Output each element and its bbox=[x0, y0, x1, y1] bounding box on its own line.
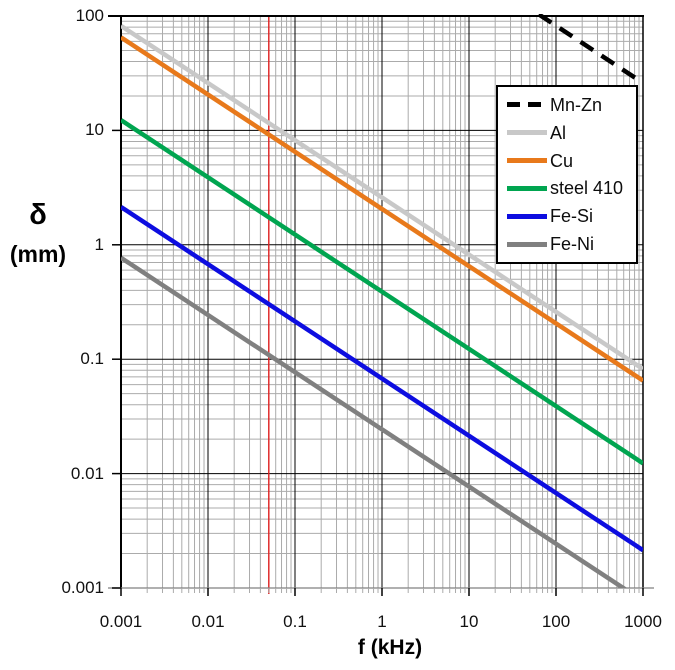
x-tick-label: 1000 bbox=[624, 612, 662, 631]
legend-item-mn-zn: Mn-Zn bbox=[507, 96, 634, 114]
series-lines bbox=[121, 14, 643, 588]
y-tick-label: 0.01 bbox=[70, 463, 104, 483]
y-tick-label: 0.1 bbox=[80, 349, 104, 369]
x-tick-label: 0.1 bbox=[283, 612, 307, 631]
x-tick-label: 100 bbox=[541, 612, 571, 631]
y-tick-label: 100 bbox=[75, 6, 104, 25]
series-line-al bbox=[121, 23, 643, 371]
y-tick-label: 0.001 bbox=[61, 578, 104, 597]
legend-item-fe-si: Fe-Si bbox=[507, 207, 634, 225]
legend-line-sample bbox=[507, 158, 547, 164]
legend-line-sample bbox=[507, 213, 547, 219]
y-tick-label: 1 bbox=[94, 234, 104, 254]
legend-line-sample bbox=[507, 130, 547, 136]
x-tick-label: 0.01 bbox=[191, 612, 225, 631]
legend-item-al: Al bbox=[507, 124, 634, 142]
legend-label: Fe-Ni bbox=[550, 234, 594, 255]
series-line-cu bbox=[121, 35, 643, 383]
x-tick-label: 0.001 bbox=[99, 612, 143, 631]
x-tick-label: 1 bbox=[377, 612, 387, 631]
legend-item-fe-ni: Fe-Ni bbox=[507, 235, 634, 253]
legend-item-cu: Cu bbox=[507, 152, 634, 170]
y-axis-title-symbol: δ bbox=[29, 199, 47, 231]
x-axis-title: f (kHz) bbox=[357, 636, 423, 659]
y-tick-label: 10 bbox=[85, 120, 104, 140]
legend-label: Mn-Zn bbox=[550, 94, 603, 115]
legend-line-sample bbox=[507, 241, 547, 247]
legend-label: Fe-Si bbox=[550, 206, 594, 227]
legend-label: Al bbox=[550, 122, 567, 143]
legend-line-sample bbox=[507, 185, 547, 191]
legend-label: steel 410 bbox=[550, 178, 624, 199]
series-line-steel-410 bbox=[121, 118, 643, 466]
legend-item-steel-410: steel 410 bbox=[507, 179, 634, 197]
y-axis-title-unit: (mm) bbox=[9, 241, 67, 267]
legend-label: Cu bbox=[550, 150, 574, 171]
x-tick-label: 10 bbox=[459, 612, 479, 631]
series-line-fe-ni bbox=[121, 255, 628, 588]
legend-line-sample bbox=[507, 102, 547, 108]
legend-box: Mn-Zn Al Cu steel 410 Fe-Si Fe-Ni bbox=[496, 85, 638, 264]
series-line-fe-si bbox=[121, 205, 643, 553]
